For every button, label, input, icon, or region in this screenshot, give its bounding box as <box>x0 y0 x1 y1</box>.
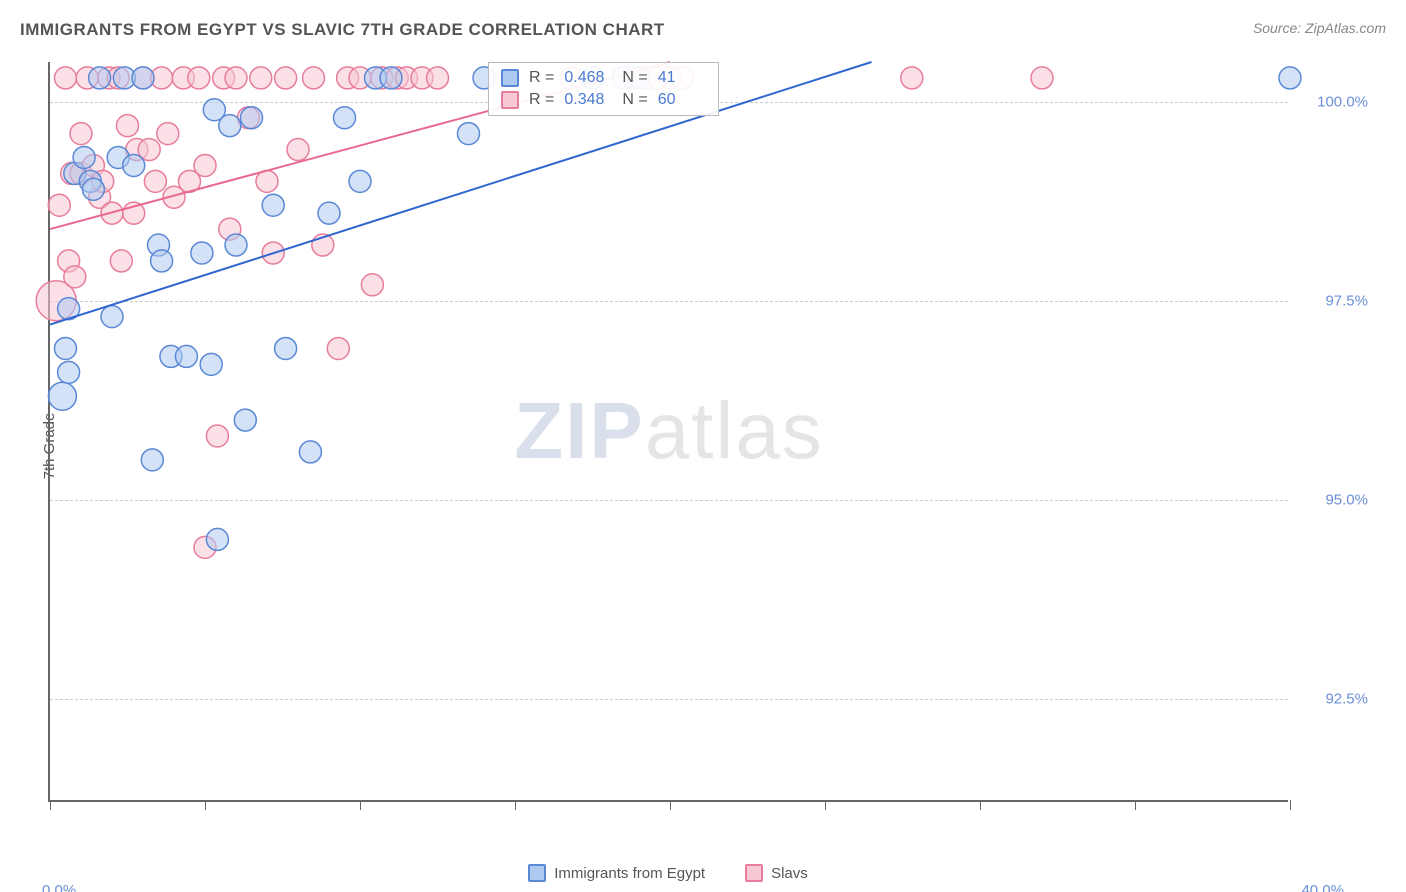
source-label: Source: ZipAtlas.com <box>1253 20 1386 36</box>
scatter-point <box>117 115 139 137</box>
scatter-point <box>64 266 86 288</box>
scatter-point <box>299 441 321 463</box>
scatter-point <box>200 353 222 375</box>
stat-r-label: R = <box>529 69 554 87</box>
scatter-point <box>101 306 123 328</box>
scatter-point <box>73 146 95 168</box>
scatter-point <box>48 194 70 216</box>
scatter-point <box>219 115 241 137</box>
scatter-point <box>206 425 228 447</box>
chart-title: IMMIGRANTS FROM EGYPT VS SLAVIC 7TH GRAD… <box>20 20 665 39</box>
scatter-point <box>141 449 163 471</box>
scatter-point <box>206 528 228 550</box>
bottom-legend: Immigrants from Egypt Slavs <box>48 864 1288 882</box>
stat-swatch <box>501 91 519 109</box>
scatter-point <box>234 409 256 431</box>
scatter-point <box>55 337 77 359</box>
stat-legend-box: R = 0.468 N = 41 R = 0.348 N = 60 <box>488 62 719 116</box>
legend-item-blue: Immigrants from Egypt <box>528 864 705 882</box>
scatter-point <box>349 170 371 192</box>
scatter-point <box>194 154 216 176</box>
scatter-point <box>48 382 76 410</box>
scatter-point <box>250 67 272 89</box>
scatter-point <box>123 154 145 176</box>
scatter-point <box>262 194 284 216</box>
plot-area: ZIPatlas 92.5%95.0%97.5%100.0% R =0.468N… <box>48 62 1288 802</box>
legend-item-pink: Slavs <box>745 864 808 882</box>
scatter-point <box>1279 67 1301 89</box>
legend-label-pink: Slavs <box>771 865 808 882</box>
scatter-point <box>361 274 383 296</box>
x-label-max: 40.0% <box>1301 882 1344 892</box>
scatter-point <box>188 67 210 89</box>
stat-n-label: N = <box>622 69 647 87</box>
scatter-point <box>901 67 923 89</box>
header: IMMIGRANTS FROM EGYPT VS SLAVIC 7TH GRAD… <box>20 20 1386 50</box>
scatter-point <box>110 250 132 272</box>
scatter-svg <box>50 62 1290 802</box>
scatter-point <box>1031 67 1053 89</box>
stat-r-value: 0.468 <box>564 69 612 87</box>
scatter-point <box>303 67 325 89</box>
stat-n-label: N = <box>622 91 647 109</box>
stat-r-value: 0.348 <box>564 91 612 109</box>
scatter-point <box>191 242 213 264</box>
scatter-point <box>151 250 173 272</box>
legend-swatch-pink <box>745 864 763 882</box>
x-label-min: 0.0% <box>42 882 76 892</box>
scatter-point <box>55 67 77 89</box>
scatter-point <box>58 361 80 383</box>
scatter-point <box>157 123 179 145</box>
scatter-point <box>89 67 111 89</box>
scatter-point <box>380 67 402 89</box>
scatter-point <box>427 67 449 89</box>
stat-swatch <box>501 69 519 87</box>
stat-legend-row: R = 0.348 N = 60 <box>489 89 718 111</box>
stat-legend-row: R = 0.468 N = 41 <box>489 67 718 89</box>
scatter-point <box>275 67 297 89</box>
scatter-point <box>225 234 247 256</box>
chart-container: IMMIGRANTS FROM EGYPT VS SLAVIC 7TH GRAD… <box>0 0 1406 892</box>
scatter-point <box>82 178 104 200</box>
y-tick-label: 95.0% <box>1298 491 1368 508</box>
scatter-point <box>132 67 154 89</box>
y-tick-label: 97.5% <box>1298 292 1368 309</box>
stat-n-value: 41 <box>658 69 706 87</box>
scatter-point <box>458 123 480 145</box>
scatter-point <box>334 107 356 129</box>
scatter-point <box>275 337 297 359</box>
stat-n-value: 60 <box>658 91 706 109</box>
y-tick-label: 100.0% <box>1298 93 1368 110</box>
stat-r-label: R = <box>529 91 554 109</box>
scatter-point <box>144 170 166 192</box>
y-tick-label: 92.5% <box>1298 690 1368 707</box>
legend-swatch-blue <box>528 864 546 882</box>
scatter-point <box>327 337 349 359</box>
scatter-point <box>287 139 309 161</box>
scatter-point <box>318 202 340 224</box>
legend-label-blue: Immigrants from Egypt <box>554 865 705 882</box>
scatter-point <box>175 345 197 367</box>
x-tick <box>1290 800 1291 810</box>
scatter-point <box>70 123 92 145</box>
scatter-point <box>241 107 263 129</box>
scatter-point <box>225 67 247 89</box>
